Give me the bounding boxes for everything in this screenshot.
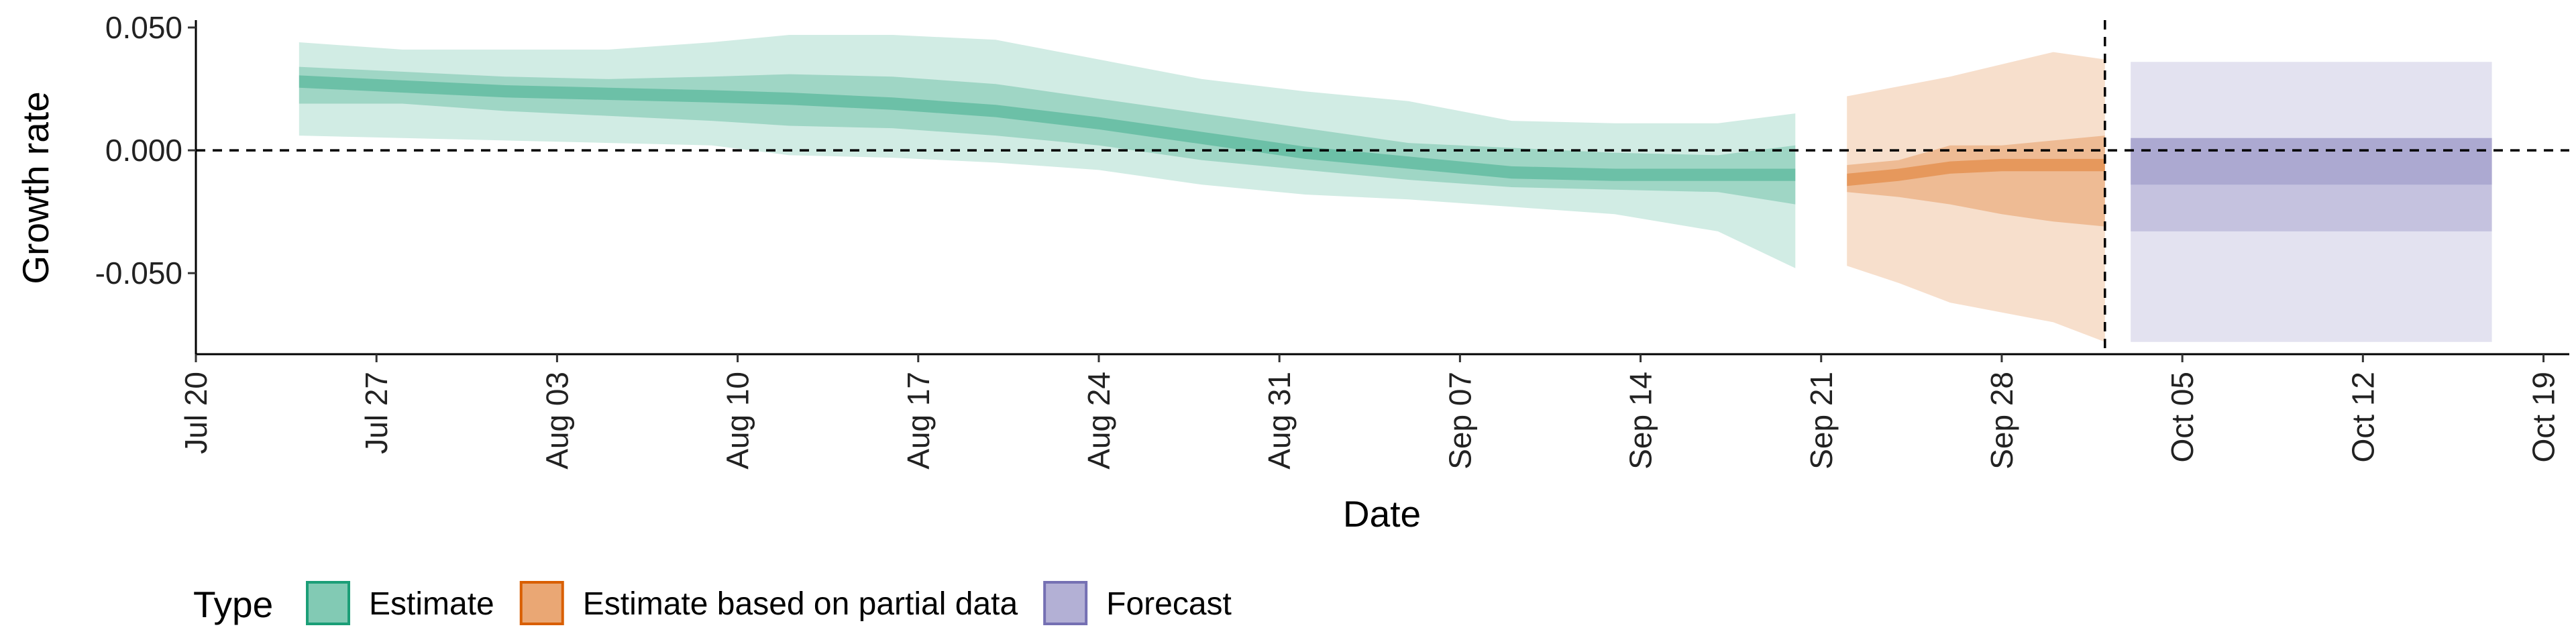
x-tick-label: Jul 20 [178, 372, 213, 454]
estimate-band-90 [299, 35, 1796, 268]
forecast-band-90 [2131, 62, 2492, 342]
legend-label-forecast: Forecast [1106, 586, 1232, 622]
forecast-band-20 [2131, 138, 2492, 185]
x-tick-label: Aug 03 [539, 372, 574, 470]
estimate-based-on-partial-data-band-90 [1847, 52, 2105, 342]
y-tick-label: 0.000 [105, 133, 182, 168]
x-tick-label: Sep 21 [1804, 372, 1839, 470]
x-tick-label: Oct 12 [2345, 372, 2380, 463]
legend-swatch-estimate [306, 581, 350, 625]
legend-label-estimate: Estimate [369, 586, 494, 622]
x-tick-label: Aug 31 [1262, 372, 1297, 470]
bands-layer [299, 35, 2492, 342]
legend-label-estimate-based-on-partial-data: Estimate based on partial data [583, 586, 1018, 622]
legend-swatch-forecast [1043, 581, 1088, 625]
x-tick-label: Sep 07 [1442, 372, 1477, 470]
legend: Type Estimate Estimate based on partial d… [193, 581, 1232, 625]
x-tick-label: Jul 27 [359, 372, 394, 454]
estimate-based-on-partial-data-band-50 [1847, 136, 2105, 227]
y-tick-label: 0.050 [105, 10, 182, 45]
x-tick-label: Aug 10 [720, 372, 755, 470]
estimate-band-inner [299, 75, 1796, 181]
y-axis-title: Growth rate [15, 91, 56, 284]
x-tick-label: Oct 05 [2165, 372, 2200, 463]
legend-title: Type [193, 584, 273, 625]
x-tick-label: Oct 19 [2526, 372, 2561, 463]
x-tick-label: Sep 28 [1984, 372, 2019, 470]
reference-lines-layer [196, 20, 2569, 354]
x-tick-label: Aug 17 [901, 372, 936, 470]
legend-swatch-estimate-based-on-partial-data [519, 581, 564, 625]
estimate-band-50 [299, 66, 1796, 205]
axes-layer: 0.050 0.000 -0.050 Jul 20 Jul 27 Aug 03 Aug 10… [95, 10, 2569, 470]
forecast-band-50 [2131, 138, 2492, 231]
x-axis-title: Date [1343, 493, 1421, 535]
x-tick-label: Aug 24 [1081, 372, 1116, 470]
y-tick-label: -0.050 [95, 256, 182, 290]
estimate-based-on-partial-data-band-inner [1847, 158, 2105, 186]
x-tick-label: Sep 14 [1623, 372, 1658, 470]
